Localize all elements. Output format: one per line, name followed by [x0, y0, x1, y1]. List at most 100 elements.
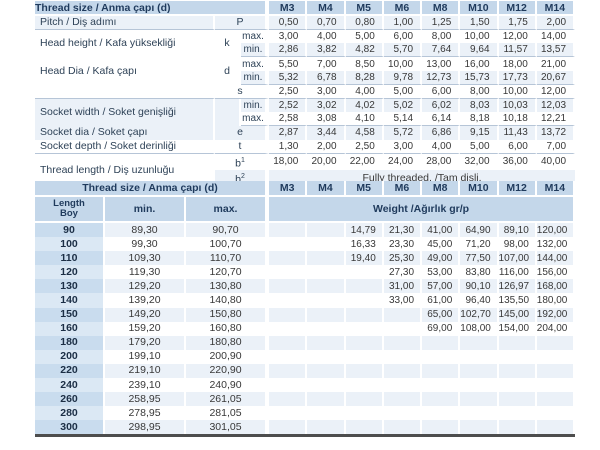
weight-value: [384, 378, 423, 393]
weight-value: 98,00: [499, 237, 537, 252]
weight-value: [269, 378, 308, 393]
weight-value: 192,00: [536, 307, 576, 322]
size-column-header: M10: [460, 181, 499, 197]
weight-value: [269, 349, 308, 364]
dimension-value: 1,75: [498, 16, 537, 30]
weight-value: [307, 251, 346, 266]
dimension-value: 10,00: [460, 30, 499, 44]
spec-row: max. 2,58 3,08 4,10 5,14 6,14 8,18 10,18 12,21: [35, 112, 576, 127]
dimension-label: Pitch / Diş adımı: [35, 16, 215, 30]
weight-value: 120,00: [536, 223, 576, 238]
weight-value: [269, 335, 308, 350]
min-length-value: 219,10: [105, 363, 186, 379]
weight-value: [307, 307, 346, 322]
weight-value: 126,97: [498, 279, 537, 294]
dimension-value: 20,67: [536, 70, 576, 85]
weight-value: [307, 335, 346, 350]
weight-value: [269, 293, 308, 308]
dimension-value: 8,18: [460, 112, 499, 127]
max-length-value: 261,05: [186, 392, 270, 407]
weight-value: [269, 420, 308, 435]
weight-value: [384, 321, 423, 336]
dimension-value: 4,02: [345, 98, 384, 113]
weight-value: [269, 265, 308, 280]
weight-value: [460, 406, 499, 421]
max-length-value: 301,05: [186, 420, 270, 435]
length-value: 260: [35, 392, 105, 407]
dimension-value: 12,00: [499, 30, 537, 44]
length-value: 160: [35, 321, 105, 336]
weight-value: 27,30: [384, 265, 423, 280]
weight-value: [307, 406, 346, 421]
weight-value: [345, 363, 384, 379]
size-column-header: M8: [422, 1, 461, 16]
weight-column-header: Weight /Ağırlık gr/p: [269, 197, 576, 223]
dimensions-table: Thread size / Anma çapı (d) M3 M4 M5 M6 M8 M1…: [35, 1, 576, 190]
dimension-symbol: t: [215, 139, 270, 154]
weight-value: [536, 335, 576, 350]
weight-value: [498, 335, 537, 350]
weight-value: 108,00: [460, 321, 499, 336]
min-length-value: 278,95: [105, 406, 186, 421]
dimension-value: 18,00: [499, 57, 537, 71]
dimension-value: 4,00: [345, 84, 384, 99]
min-length-value: 199,10: [105, 349, 186, 364]
dimension-value: 5,00: [346, 30, 384, 44]
dimension-value: 21,00: [537, 57, 576, 71]
weight-value: [269, 321, 308, 336]
weight-value: [269, 406, 308, 421]
weight-value: [307, 392, 346, 407]
weight-value: [346, 265, 384, 280]
weight-value: [499, 406, 537, 421]
length-row: 180 179,20 180,80: [35, 335, 576, 350]
weight-value: [460, 349, 499, 364]
max-length-value: 240,90: [186, 378, 270, 393]
dimension-label: Socket dia / Soket çapı: [35, 126, 215, 140]
dimension-value: 2,52: [269, 98, 308, 113]
weight-value: [269, 279, 308, 294]
weight-value: [383, 363, 423, 379]
dimension-symbol: d: [215, 57, 241, 85]
dimension-value: 8,00: [422, 30, 461, 44]
weight-value: 77,50: [460, 251, 499, 266]
dimension-value: 1,00: [383, 16, 423, 30]
length-value: 300: [35, 420, 105, 435]
min-length-value: 89,30: [105, 223, 186, 238]
dimension-value: 9,78: [383, 70, 423, 85]
dimension-value: 3,44: [307, 126, 346, 140]
weight-value: 204,00: [537, 321, 576, 336]
dimension-symbol: P: [215, 16, 270, 30]
dimension-value: 22,00: [346, 153, 384, 171]
size-column-header: M14: [536, 1, 576, 16]
length-value: 240: [35, 378, 105, 393]
weight-value: [307, 293, 346, 308]
dimension-value: 12,21: [536, 112, 576, 127]
dimension-value: 0,50: [269, 16, 308, 30]
dimension-value: 3,00: [307, 84, 346, 99]
dimension-value: 6,00: [422, 84, 461, 99]
weight-value: 90,10: [460, 279, 499, 294]
length-value: 120: [35, 265, 105, 280]
size-column-header: M8: [422, 181, 461, 197]
dimension-value: 3,00: [383, 139, 423, 154]
bottom-subheader-row: Length Boy min. max. Weight /Ağırlık gr/…: [35, 197, 576, 223]
weight-value: 145,00: [498, 307, 537, 322]
dimension-symbol: s: [215, 84, 270, 99]
max-length-value: 150,80: [186, 307, 270, 322]
min-length-value: 119,30: [105, 265, 186, 280]
dimension-value: 3,02: [307, 98, 346, 113]
weight-value: [383, 420, 423, 435]
dimension-label: Socket depth / Soket derinliği: [35, 139, 215, 154]
max-length-value: 90,70: [186, 223, 270, 238]
length-value: 220: [35, 363, 105, 379]
dimension-value: 7,00: [307, 57, 346, 71]
dimension-value: 12,03: [536, 98, 576, 113]
length-row: 220 219,10 220,90: [35, 363, 576, 379]
weight-value: [460, 335, 499, 350]
weight-value: [422, 363, 461, 379]
spec-row: Pitch / Diş adımı P 0,50 0,70 0,80 1,00 1,25 1,…: [35, 16, 576, 30]
length-value: 130: [35, 279, 105, 294]
dimension-value: 5,72: [383, 126, 423, 140]
dimension-value: 10,18: [498, 112, 537, 127]
dimension-value: 40,00: [537, 153, 576, 171]
